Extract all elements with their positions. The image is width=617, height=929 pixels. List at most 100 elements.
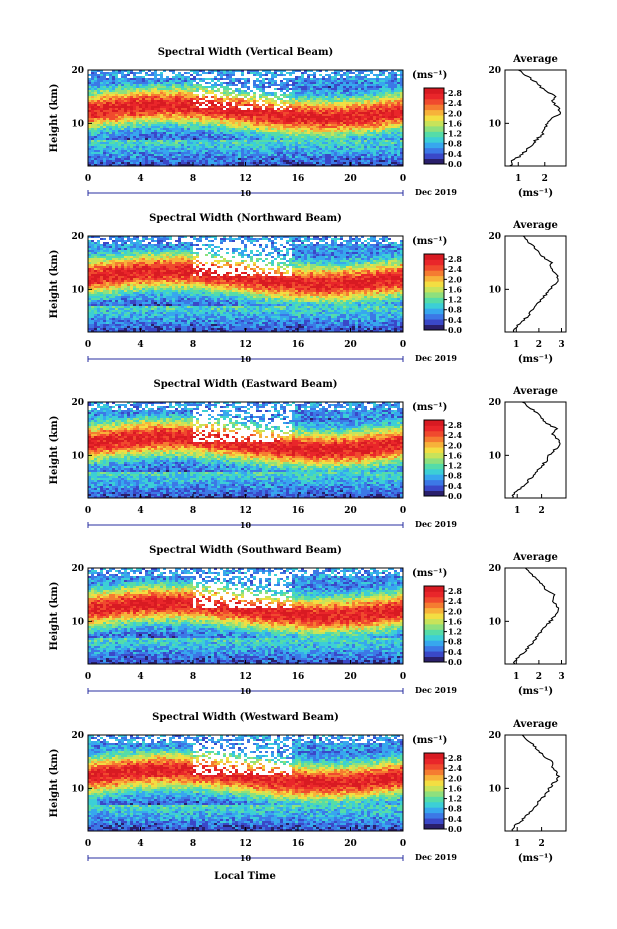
heatmap-cell bbox=[304, 94, 307, 96]
heatmap-cell bbox=[334, 84, 337, 86]
heatmap-cell bbox=[202, 74, 205, 76]
heatmap-cell bbox=[142, 74, 145, 76]
heatmap-cell bbox=[127, 74, 130, 76]
heatmap-cell bbox=[154, 84, 157, 86]
heatmap-cell bbox=[208, 78, 211, 80]
heatmap-cell bbox=[388, 94, 391, 96]
heatmap-cell bbox=[193, 90, 196, 92]
heatmap-cell bbox=[298, 84, 301, 86]
heatmap-cell bbox=[277, 72, 280, 74]
heatmap-cell bbox=[352, 72, 355, 74]
heatmap-cell bbox=[298, 90, 301, 92]
heatmap-cell bbox=[277, 92, 280, 94]
heatmap-cell bbox=[334, 80, 337, 82]
heatmap-cell bbox=[361, 84, 364, 86]
heatmap-cell bbox=[151, 98, 154, 100]
heatmap-cell bbox=[175, 84, 178, 86]
heatmap-cell bbox=[259, 82, 262, 84]
heatmap-cell bbox=[289, 96, 292, 98]
heatmap-cell bbox=[331, 82, 334, 84]
heatmap-cell bbox=[175, 74, 178, 76]
heatmap-cell bbox=[130, 96, 133, 98]
heatmap-cell bbox=[298, 88, 301, 90]
heatmap-cell bbox=[274, 72, 277, 74]
heatmap-cell bbox=[178, 78, 181, 80]
heatmap-cell bbox=[238, 88, 241, 90]
heatmap-cell bbox=[157, 76, 160, 78]
heatmap-cell bbox=[352, 98, 355, 100]
heatmap-cell bbox=[250, 74, 253, 76]
heatmap-cell bbox=[154, 98, 157, 100]
heatmap-cell bbox=[199, 94, 202, 96]
heatmap-cell bbox=[154, 92, 157, 94]
heatmap-cell bbox=[256, 96, 259, 98]
heatmap-cell bbox=[187, 74, 190, 76]
heatmap-cell bbox=[184, 94, 187, 96]
heatmap-cell bbox=[304, 78, 307, 80]
heatmap-cell bbox=[316, 72, 319, 74]
heatmap-cell bbox=[358, 98, 361, 100]
heatmap-cell bbox=[94, 86, 97, 88]
heatmap-cell bbox=[220, 92, 223, 94]
heatmap-cell bbox=[103, 94, 106, 96]
heatmap-cell bbox=[331, 78, 334, 80]
heatmap-cell bbox=[349, 94, 352, 96]
heatmap-cell bbox=[205, 82, 208, 84]
heatmap-cell bbox=[208, 76, 211, 78]
heatmap-cell bbox=[295, 80, 298, 82]
heatmap-cell bbox=[142, 84, 145, 86]
heatmap-cell bbox=[301, 94, 304, 96]
heatmap-cell bbox=[130, 86, 133, 88]
heatmap-cell bbox=[265, 88, 268, 90]
heatmap-cell bbox=[148, 98, 151, 100]
heatmap-cell bbox=[361, 98, 364, 100]
heatmap-cell bbox=[103, 92, 106, 94]
heatmap-cell bbox=[124, 82, 127, 84]
heatmap-cell bbox=[136, 86, 139, 88]
heatmap-cell bbox=[343, 74, 346, 76]
heatmap-cell bbox=[190, 88, 193, 90]
heatmap-cell bbox=[124, 72, 127, 74]
heatmap-cell bbox=[115, 86, 118, 88]
heatmap-cell bbox=[235, 86, 238, 88]
heatmap-cell bbox=[319, 86, 322, 88]
heatmap-cell bbox=[91, 88, 94, 90]
heatmap-cell bbox=[361, 86, 364, 88]
heatmap-cell bbox=[145, 72, 148, 74]
heatmap-cell bbox=[184, 84, 187, 86]
heatmap-cell bbox=[319, 72, 322, 74]
heatmap-cell bbox=[385, 72, 388, 74]
heatmap-cell bbox=[196, 94, 199, 96]
heatmap-cell bbox=[220, 84, 223, 86]
heatmap-cell bbox=[301, 76, 304, 78]
heatmap-cell bbox=[295, 96, 298, 98]
heatmap-cell bbox=[301, 72, 304, 74]
heatmap-cell bbox=[394, 80, 397, 82]
heatmap-cell bbox=[340, 90, 343, 92]
heatmap-cell bbox=[121, 88, 124, 90]
heatmap-cell bbox=[169, 82, 172, 84]
heatmap-cell bbox=[310, 82, 313, 84]
heatmap-cell bbox=[283, 86, 286, 88]
heatmap-cell bbox=[340, 92, 343, 94]
heatmap-cell bbox=[397, 72, 400, 74]
heatmap-cell bbox=[223, 76, 226, 78]
heatmap-cell bbox=[379, 84, 382, 86]
heatmap-cell bbox=[361, 72, 364, 74]
heatmap-cell bbox=[229, 72, 232, 74]
heatmap-cell bbox=[337, 74, 340, 76]
heatmap-cell bbox=[328, 80, 331, 82]
heatmap-cell bbox=[94, 88, 97, 90]
heatmap-cell bbox=[205, 80, 208, 82]
heatmap-cell bbox=[94, 76, 97, 78]
heatmap-cell bbox=[343, 72, 346, 74]
heatmap-cell bbox=[253, 96, 256, 98]
heatmap-cell bbox=[340, 86, 343, 88]
heatmap-cell bbox=[283, 80, 286, 82]
heatmap-cell bbox=[214, 98, 217, 100]
heatmap-cell bbox=[217, 86, 220, 88]
heatmap-cell bbox=[145, 88, 148, 90]
heatmap-cell bbox=[226, 82, 229, 84]
heatmap-cell bbox=[301, 78, 304, 80]
heatmap-cell bbox=[148, 72, 151, 74]
